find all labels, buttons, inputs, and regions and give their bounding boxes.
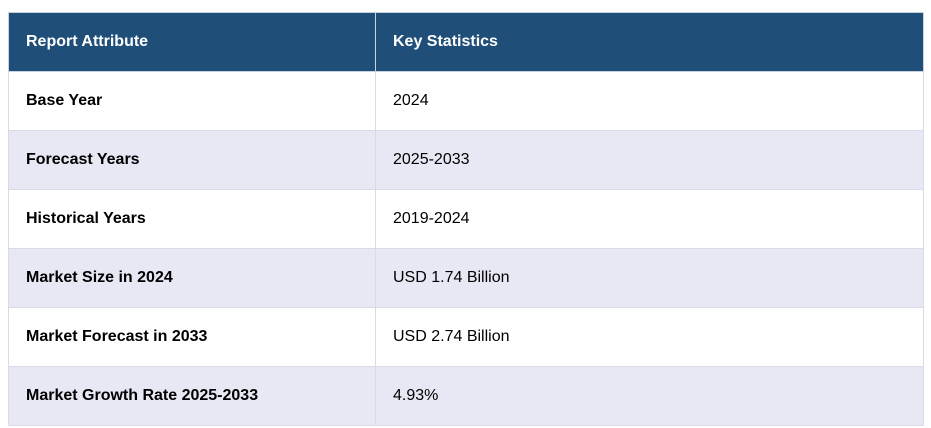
header-cell: Key Statistics [375, 12, 924, 72]
table-row: Base Year 2024 [8, 71, 924, 131]
attribute-cell: Market Size in 2024 [8, 248, 376, 308]
table-row: Market Growth Rate 2025-2033 4.93% [8, 366, 924, 426]
stats-table: Report Attribute Key Statistics Base Yea… [8, 12, 924, 426]
attribute-cell: Historical Years [8, 189, 376, 249]
attribute-cell: Base Year [8, 71, 376, 131]
attribute-cell: Market Growth Rate 2025-2033 [8, 366, 376, 426]
table-row: Forecast Years 2025-2033 [8, 130, 924, 190]
value-cell: 4.93% [375, 366, 924, 426]
attribute-cell: Market Forecast in 2033 [8, 307, 376, 367]
table-row: Historical Years 2019-2024 [8, 189, 924, 249]
value-cell: 2024 [375, 71, 924, 131]
value-cell: USD 1.74 Billion [375, 248, 924, 308]
header-row: Report Attribute Key Statistics [8, 12, 924, 72]
table-row: Market Size in 2024 USD 1.74 Billion [8, 248, 924, 308]
header-cell: Report Attribute [8, 12, 376, 72]
attribute-cell: Forecast Years [8, 130, 376, 190]
value-cell: 2019-2024 [375, 189, 924, 249]
table-row: Market Forecast in 2033 USD 2.74 Billion [8, 307, 924, 367]
value-cell: 2025-2033 [375, 130, 924, 190]
value-cell: USD 2.74 Billion [375, 307, 924, 367]
table-body: Base Year 2024 Forecast Years 2025-2033 Hist… [8, 71, 924, 426]
